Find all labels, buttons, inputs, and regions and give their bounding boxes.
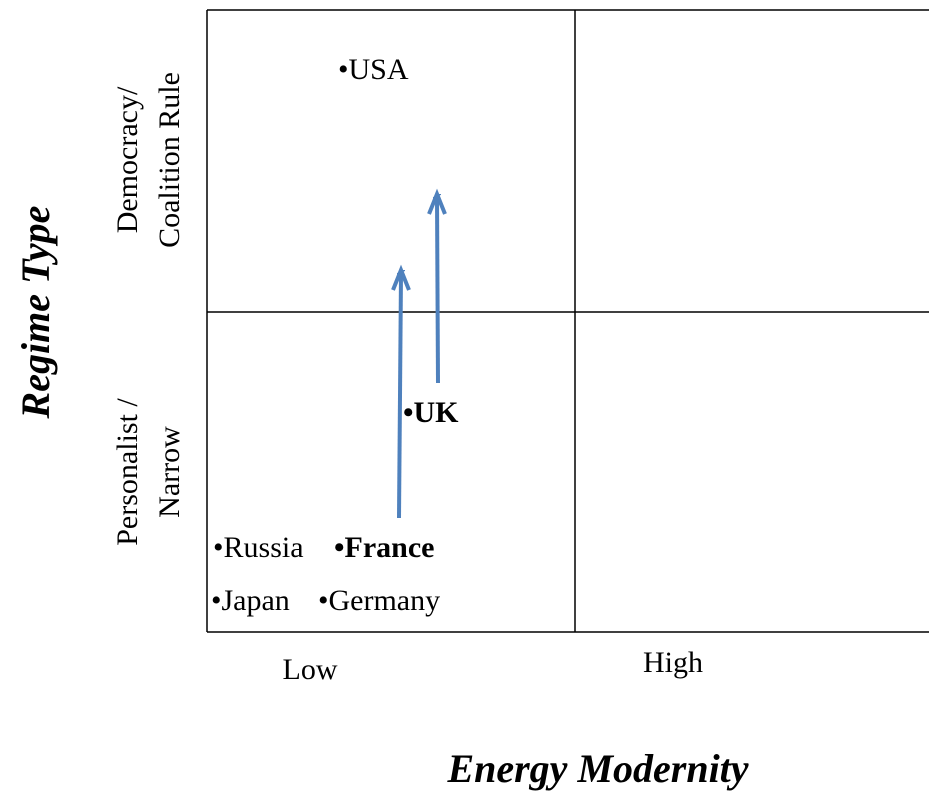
country-label: •Germany bbox=[318, 584, 440, 617]
grid bbox=[206, 9, 929, 633]
arrow bbox=[399, 274, 401, 519]
y-axis-title: Regime Type bbox=[13, 206, 58, 420]
x-axis-title: Energy Modernity bbox=[446, 746, 748, 791]
arrow-head bbox=[391, 264, 411, 291]
country-label: •Russia bbox=[213, 531, 304, 564]
country-label: •USA bbox=[338, 53, 409, 86]
y-label: Democracy/ bbox=[111, 86, 144, 233]
arrow-head bbox=[427, 188, 447, 215]
arrow bbox=[437, 198, 438, 384]
country-label: •UK bbox=[403, 396, 459, 429]
y-label: Coalition Rule bbox=[153, 72, 186, 248]
y-label: Narrow bbox=[153, 426, 186, 518]
x-label: High bbox=[643, 646, 703, 679]
country-label: •Japan bbox=[211, 584, 290, 617]
country-label: •France bbox=[334, 531, 434, 564]
y-label: Personalist / bbox=[111, 398, 144, 546]
x-label: Low bbox=[283, 653, 338, 686]
